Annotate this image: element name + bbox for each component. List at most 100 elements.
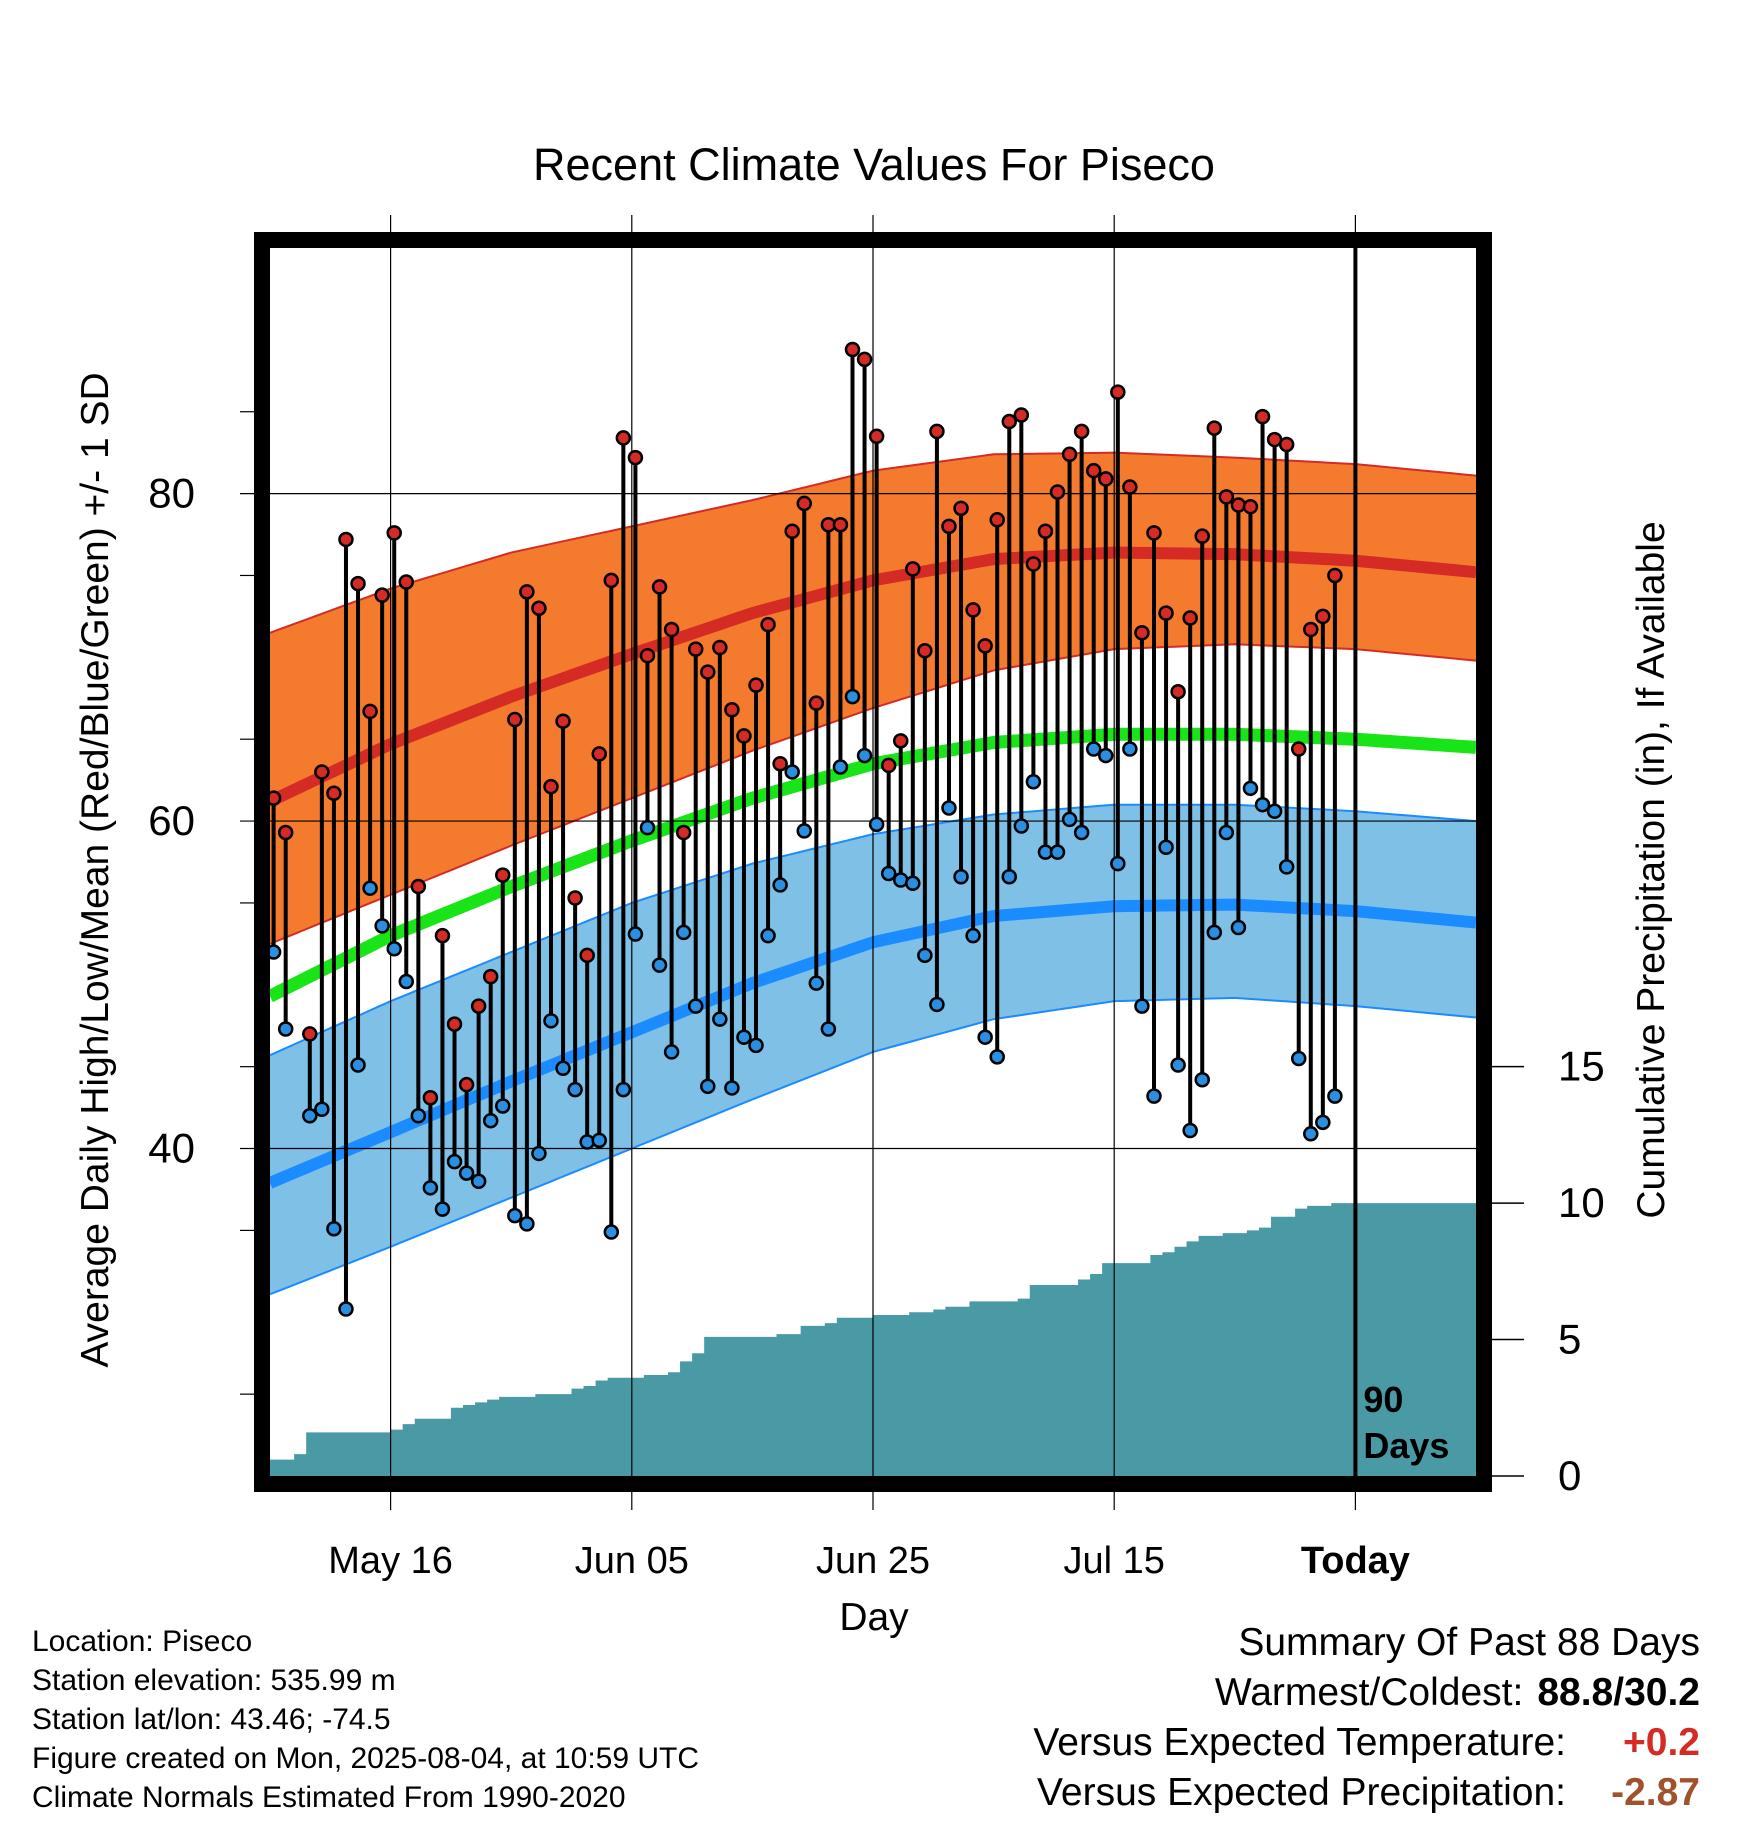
daily-low-point	[350, 1057, 366, 1073]
daily-low-point	[820, 1021, 837, 1037]
y-tick-label: 40	[148, 1125, 195, 1172]
daily-high-point	[314, 764, 330, 780]
daily-low-point	[495, 1098, 511, 1114]
daily-low-point	[507, 1207, 523, 1224]
daily-high-point	[1182, 610, 1198, 626]
daily-low-point	[519, 1216, 535, 1232]
y2-tick-label: 0	[1558, 1452, 1581, 1499]
daily-high-point	[1278, 436, 1295, 453]
daily-low-point	[555, 1060, 571, 1077]
x-tick-label: May 16	[328, 1540, 453, 1582]
daily-low-point	[1013, 818, 1030, 834]
daily-high-point	[350, 575, 366, 592]
y2-tick-label: 15	[1558, 1043, 1605, 1090]
latlon-text: Station lat/lon: 43.46; -74.5	[32, 1703, 391, 1736]
daily-high-point	[917, 643, 933, 659]
daily-low-point	[977, 1029, 993, 1045]
daily-low-point	[651, 957, 668, 973]
daily-low-point	[736, 1029, 752, 1045]
daily-high-point	[1242, 498, 1259, 515]
daily-low-point	[1242, 780, 1259, 797]
daily-high-point	[639, 647, 656, 664]
daily-low-point	[844, 688, 861, 705]
daily-high-point	[1134, 625, 1150, 641]
daily-low-point	[1098, 747, 1114, 764]
daily-low-point	[905, 875, 921, 892]
daily-high-point	[748, 677, 764, 693]
daily-low-point	[422, 1180, 439, 1196]
daily-low-point	[1278, 859, 1295, 875]
daily-low-point	[543, 1013, 559, 1029]
extremes-value: 88.8/30.2	[1537, 1671, 1700, 1714]
daily-low-point	[1158, 839, 1174, 856]
daily-high-point	[434, 927, 451, 944]
daily-low-point	[531, 1145, 547, 1162]
precip-anomaly-value: -2.87	[1611, 1771, 1700, 1814]
daily-low-point	[784, 764, 800, 780]
daily-high-point	[543, 778, 559, 795]
today-days-number: 90	[1363, 1379, 1403, 1420]
daily-high-point	[362, 703, 378, 720]
daily-low-point	[1218, 824, 1235, 841]
daily-low-point	[929, 996, 945, 1013]
daily-high-point	[651, 579, 668, 595]
daily-low-point	[362, 880, 378, 896]
y-tick-label: 80	[148, 470, 195, 517]
daily-low-point	[1290, 1050, 1307, 1067]
daily-high-point	[591, 746, 607, 762]
daily-low-point	[398, 973, 415, 990]
temp-anomaly-value: +0.2	[1623, 1721, 1700, 1764]
daily-high-point	[1290, 741, 1307, 757]
x-axis-label: Day	[839, 1596, 909, 1639]
daily-low-point	[772, 877, 788, 893]
daily-high-point	[736, 728, 752, 744]
daily-high-point	[880, 757, 897, 774]
daily-low-point	[808, 975, 825, 991]
daily-high-point	[1194, 528, 1210, 544]
daily-high-point	[868, 428, 885, 445]
daily-high-point	[977, 638, 993, 654]
daily-high-point	[1110, 384, 1126, 400]
daily-high-point	[1037, 523, 1054, 540]
summary-panel: Summary Of Past 88 Days Warmest/Coldest:…	[1033, 1618, 1700, 1818]
daily-high-point	[844, 341, 861, 358]
daily-low-point	[615, 1081, 632, 1098]
daily-low-point	[302, 1108, 318, 1124]
daily-high-point	[760, 616, 776, 633]
daily-high-point	[1146, 525, 1162, 541]
daily-low-point	[338, 1301, 354, 1317]
x-tick-label: Today	[1301, 1540, 1410, 1582]
x-tick-label: Jun 25	[816, 1540, 930, 1582]
daily-high-point	[1327, 567, 1343, 584]
daily-high-point	[555, 713, 571, 729]
daily-low-point	[1254, 796, 1271, 813]
elevation-text: Station elevation: 535.99 m	[32, 1664, 396, 1697]
daily-high-point	[567, 890, 583, 906]
daily-low-point	[374, 918, 390, 934]
daily-high-point	[1254, 408, 1271, 425]
daily-high-point	[1001, 413, 1018, 430]
daily-high-point	[1073, 423, 1090, 440]
daily-high-point	[712, 639, 728, 656]
daily-low-point	[953, 868, 969, 885]
daily-high-point	[772, 756, 788, 772]
daily-high-point	[398, 574, 415, 590]
daily-high-point	[1303, 621, 1319, 638]
daily-low-point	[687, 998, 704, 1014]
location-text: Location: Piseco	[32, 1625, 253, 1658]
daily-high-point	[326, 785, 342, 801]
daily-high-point	[603, 572, 620, 589]
daily-low-point	[639, 819, 656, 836]
daily-high-point	[953, 500, 969, 517]
daily-low-point	[277, 1021, 294, 1037]
daily-high-point	[832, 516, 849, 533]
daily-high-point	[531, 600, 547, 616]
daily-low-point	[760, 927, 776, 944]
daily-high-point	[422, 1090, 439, 1106]
daily-low-point	[965, 927, 981, 944]
daily-low-point	[410, 1108, 427, 1124]
summary-temp: Versus Expected Temperature: +0.2	[1033, 1718, 1700, 1768]
daily-high-point	[615, 430, 632, 446]
daily-low-point	[1085, 741, 1102, 757]
daily-low-point	[1315, 1114, 1331, 1131]
